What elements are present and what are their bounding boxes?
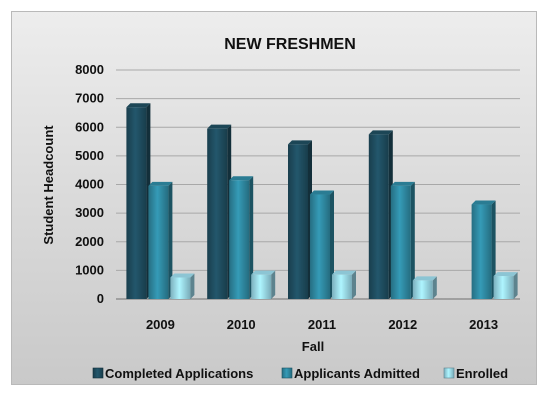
bar-top <box>148 181 173 186</box>
y-tick-label: 2000 <box>75 234 104 249</box>
legend: Completed Applications Applicants Admitte… <box>92 366 508 381</box>
legend-swatch <box>443 367 455 379</box>
y-tick-label: 5000 <box>75 148 104 163</box>
bar-top <box>170 273 195 278</box>
bar-side <box>410 181 415 299</box>
chart-title: NEW FRESHMEN <box>224 36 356 53</box>
bar <box>148 185 169 299</box>
y-tick-label: 4000 <box>75 177 104 192</box>
bar-top <box>251 270 276 275</box>
y-tick-labels: 0 1000 2000 3000 4000 5000 6000 7000 8000 <box>75 62 104 306</box>
bars <box>126 103 518 300</box>
legend-label: Applicants Admitted <box>294 366 420 381</box>
legend-label: Completed Applications <box>105 366 253 381</box>
bar-top <box>310 190 334 195</box>
bar-side <box>249 176 254 299</box>
bar-side <box>432 276 437 299</box>
x-tick-label: 2009 <box>146 317 175 332</box>
bar <box>390 185 411 299</box>
y-tick-label: 0 <box>97 291 104 306</box>
bar-side <box>491 200 496 299</box>
bar <box>229 180 250 299</box>
y-tick-label: 6000 <box>75 119 104 134</box>
bar <box>207 128 228 299</box>
bar <box>332 274 352 299</box>
bar-side <box>190 273 195 299</box>
bar-side <box>513 272 518 299</box>
y-axis-title: Student Headcount <box>41 125 56 245</box>
x-tick-label: 2012 <box>388 317 417 332</box>
bar-top <box>471 200 496 205</box>
bar-side <box>330 190 334 299</box>
bar <box>310 194 330 299</box>
bar <box>251 274 272 299</box>
x-tick-label: 2013 <box>469 317 498 332</box>
bar-top <box>229 176 254 181</box>
x-tick-label: 2010 <box>227 317 256 332</box>
chart-frame <box>11 11 537 385</box>
y-tick-label: 8000 <box>75 62 104 77</box>
bar <box>288 144 308 299</box>
x-tick-labels: 2009 2010 2011 2012 2013 <box>146 317 498 332</box>
bar <box>493 276 514 299</box>
y-tick-label: 3000 <box>75 205 104 220</box>
bar <box>368 134 389 299</box>
bar <box>170 277 191 299</box>
legend-label: Enrolled <box>456 366 508 381</box>
bar-top <box>207 124 232 129</box>
bar-top <box>493 272 518 277</box>
bar-top <box>332 270 356 275</box>
bar <box>126 107 147 300</box>
legend-swatch <box>92 367 104 379</box>
y-tick-label: 7000 <box>75 91 104 106</box>
x-tick-label: 2011 <box>308 317 336 332</box>
legend-swatch <box>281 367 293 379</box>
bar-side <box>352 270 356 299</box>
bar-side <box>271 270 276 299</box>
bar-top <box>126 103 151 108</box>
bar-top <box>412 276 437 281</box>
bar <box>471 204 492 299</box>
bar-side <box>168 181 173 299</box>
y-tick-label: 1000 <box>75 262 104 277</box>
bar-top <box>390 181 415 186</box>
x-axis-title: Fall <box>302 339 324 354</box>
bar-top <box>368 130 393 135</box>
bar-top <box>288 140 312 145</box>
bar <box>412 280 433 299</box>
